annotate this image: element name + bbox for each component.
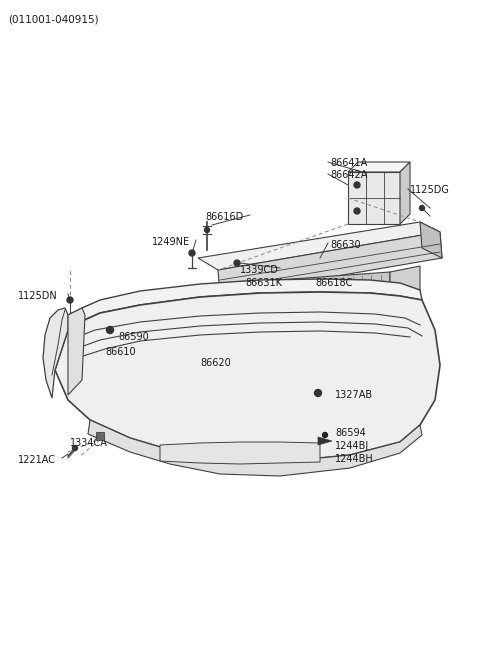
- Text: 1244BH: 1244BH: [335, 454, 374, 464]
- Text: 1221AC: 1221AC: [18, 455, 56, 465]
- Text: 86630: 86630: [330, 240, 360, 250]
- Text: 86631K: 86631K: [245, 278, 282, 288]
- Polygon shape: [55, 292, 440, 462]
- Text: 86642A: 86642A: [330, 170, 367, 180]
- Circle shape: [323, 432, 327, 438]
- Circle shape: [67, 297, 73, 303]
- Polygon shape: [218, 232, 442, 296]
- Text: 86641A: 86641A: [330, 158, 367, 168]
- Polygon shape: [420, 222, 442, 258]
- Polygon shape: [218, 281, 270, 328]
- Polygon shape: [348, 172, 400, 224]
- Circle shape: [204, 227, 209, 233]
- Polygon shape: [43, 308, 68, 398]
- Text: 1339CD: 1339CD: [240, 265, 279, 275]
- Circle shape: [72, 445, 77, 451]
- Circle shape: [107, 326, 113, 333]
- Polygon shape: [198, 222, 440, 270]
- Polygon shape: [278, 272, 390, 318]
- Polygon shape: [318, 437, 332, 445]
- Text: 1249NE: 1249NE: [152, 237, 190, 247]
- Text: 1327AB: 1327AB: [335, 390, 373, 400]
- Text: 1125DG: 1125DG: [410, 185, 450, 195]
- Text: 86594: 86594: [335, 428, 366, 438]
- Text: 86610: 86610: [105, 347, 136, 357]
- Polygon shape: [160, 442, 320, 464]
- Text: 86616D: 86616D: [205, 212, 243, 222]
- Text: 1125DN: 1125DN: [18, 291, 58, 301]
- Text: 1334CA: 1334CA: [70, 438, 108, 448]
- Text: 86618C: 86618C: [315, 278, 352, 288]
- Circle shape: [314, 390, 322, 396]
- Polygon shape: [88, 420, 422, 476]
- Text: (011001-040915): (011001-040915): [8, 14, 98, 24]
- Circle shape: [354, 182, 360, 188]
- Text: 1244BJ: 1244BJ: [335, 441, 369, 451]
- Text: 86620: 86620: [200, 358, 231, 368]
- Circle shape: [234, 260, 240, 266]
- Polygon shape: [68, 279, 422, 330]
- Polygon shape: [390, 266, 420, 302]
- Polygon shape: [348, 162, 410, 172]
- Circle shape: [420, 206, 424, 210]
- Circle shape: [189, 250, 195, 256]
- Bar: [96, 432, 104, 440]
- Polygon shape: [68, 308, 85, 395]
- Text: 86590: 86590: [118, 332, 149, 342]
- Circle shape: [354, 208, 360, 214]
- Polygon shape: [400, 162, 410, 224]
